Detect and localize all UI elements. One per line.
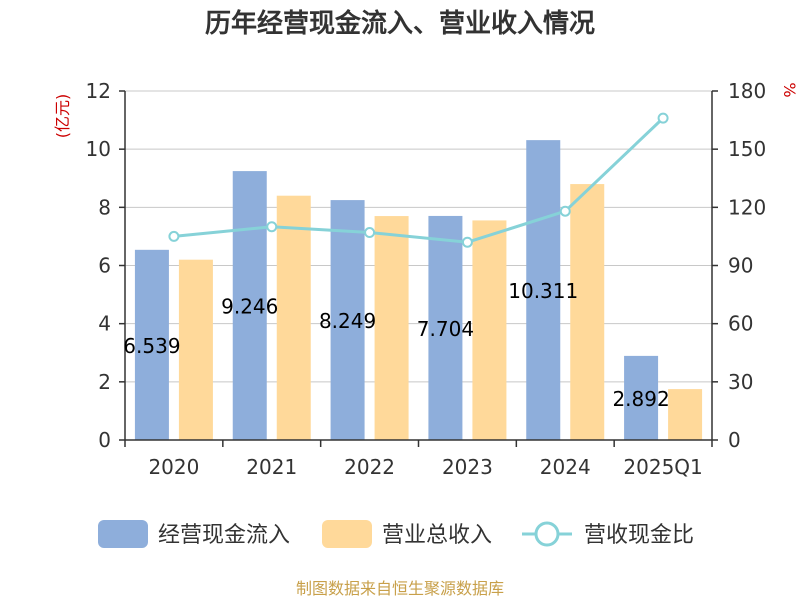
data-label: 7.704	[417, 317, 474, 341]
bar-cash-inflow	[624, 355, 659, 440]
right-tick-label: 120	[728, 195, 766, 219]
bar-revenue	[570, 184, 605, 440]
data-label: 6.539	[123, 334, 180, 358]
right-tick-label: 90	[728, 254, 753, 278]
bar-revenue	[668, 389, 703, 440]
line-point	[266, 221, 278, 233]
bar-revenue	[178, 259, 213, 440]
legend-swatch	[98, 520, 148, 548]
legend-label: 营业总收入	[382, 523, 492, 548]
left-tick-label: 10	[86, 137, 111, 161]
left-tick-label: 8	[98, 195, 111, 219]
bar-revenue	[276, 195, 311, 440]
legend-marker	[534, 521, 560, 547]
line-series	[168, 112, 669, 248]
right-tick-label: 0	[728, 428, 741, 452]
left-axis-unit: (亿元)	[53, 94, 72, 139]
x-tick-label: 2025Q1	[623, 455, 702, 479]
data-label: 2.892	[612, 387, 669, 411]
legend-swatch	[322, 520, 372, 548]
line-point	[364, 227, 376, 239]
right-tick-label: 60	[728, 312, 753, 336]
grid-lines	[125, 90, 712, 383]
left-tick-label: 0	[98, 428, 111, 452]
x-tick-label: 2024	[540, 455, 591, 479]
x-tick-label: 2020	[148, 455, 199, 479]
bar-cash-inflow	[428, 215, 463, 440]
line-point	[461, 236, 473, 248]
left-tick-label: 6	[98, 254, 111, 278]
legend: 经营现金流入 营业总收入 营收现金比	[98, 520, 694, 548]
right-tick-label: 150	[728, 137, 766, 161]
left-tick-label: 12	[86, 79, 111, 103]
data-label: 9.246	[221, 295, 278, 319]
line-cash-ratio	[173, 117, 665, 244]
line-point	[657, 112, 669, 124]
bar-revenue	[374, 216, 409, 440]
right-tick-label: 30	[728, 370, 753, 394]
data-labels: 6.539 9.246 8.249 7.704 10.311 2.892	[123, 279, 669, 411]
right-tick-label: 180	[728, 79, 766, 103]
legend-label: 营收现金比	[584, 523, 694, 548]
bar-revenue	[472, 220, 507, 440]
line-point	[559, 205, 571, 217]
x-tick-label: 2021	[246, 455, 297, 479]
data-label: 10.311	[508, 279, 578, 303]
left-tick-label: 4	[98, 312, 111, 336]
data-label: 8.249	[319, 309, 376, 333]
source-note: 制图数据来自恒生聚源数据库	[296, 579, 504, 598]
chart-title: 历年经营现金流入、营业收入情况	[205, 8, 595, 39]
bar-cash-inflow	[526, 140, 561, 440]
legend-label: 经营现金流入	[158, 523, 290, 548]
right-axis-unit: %	[780, 82, 799, 97]
bar-cash-inflow	[232, 171, 267, 440]
bar-cash-inflow	[330, 200, 365, 440]
bar-series	[134, 140, 703, 440]
line-point	[168, 230, 180, 242]
bar-cash-inflow	[134, 249, 169, 440]
x-tick-label: 2023	[442, 455, 493, 479]
x-tick-label: 2022	[344, 455, 395, 479]
left-tick-label: 2	[98, 370, 111, 394]
